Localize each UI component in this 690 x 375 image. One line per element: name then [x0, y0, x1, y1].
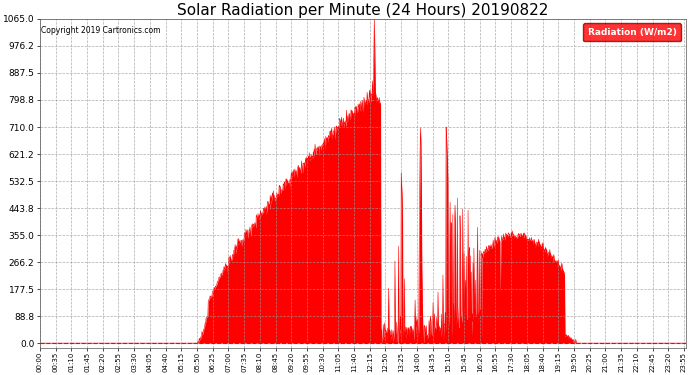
Title: Solar Radiation per Minute (24 Hours) 20190822: Solar Radiation per Minute (24 Hours) 20… — [177, 3, 549, 18]
Text: Copyright 2019 Cartronics.com: Copyright 2019 Cartronics.com — [41, 26, 161, 34]
Legend: Radiation (W/m2): Radiation (W/m2) — [583, 24, 681, 42]
